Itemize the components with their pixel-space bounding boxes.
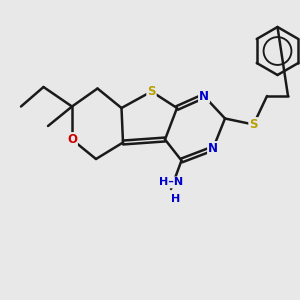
Text: S: S (147, 85, 156, 98)
Text: H–N: H–N (159, 177, 183, 188)
Text: N: N (199, 89, 209, 103)
Text: S: S (249, 118, 258, 131)
Text: H: H (171, 194, 180, 204)
Text: O: O (67, 133, 77, 146)
Text: N: N (208, 142, 218, 155)
